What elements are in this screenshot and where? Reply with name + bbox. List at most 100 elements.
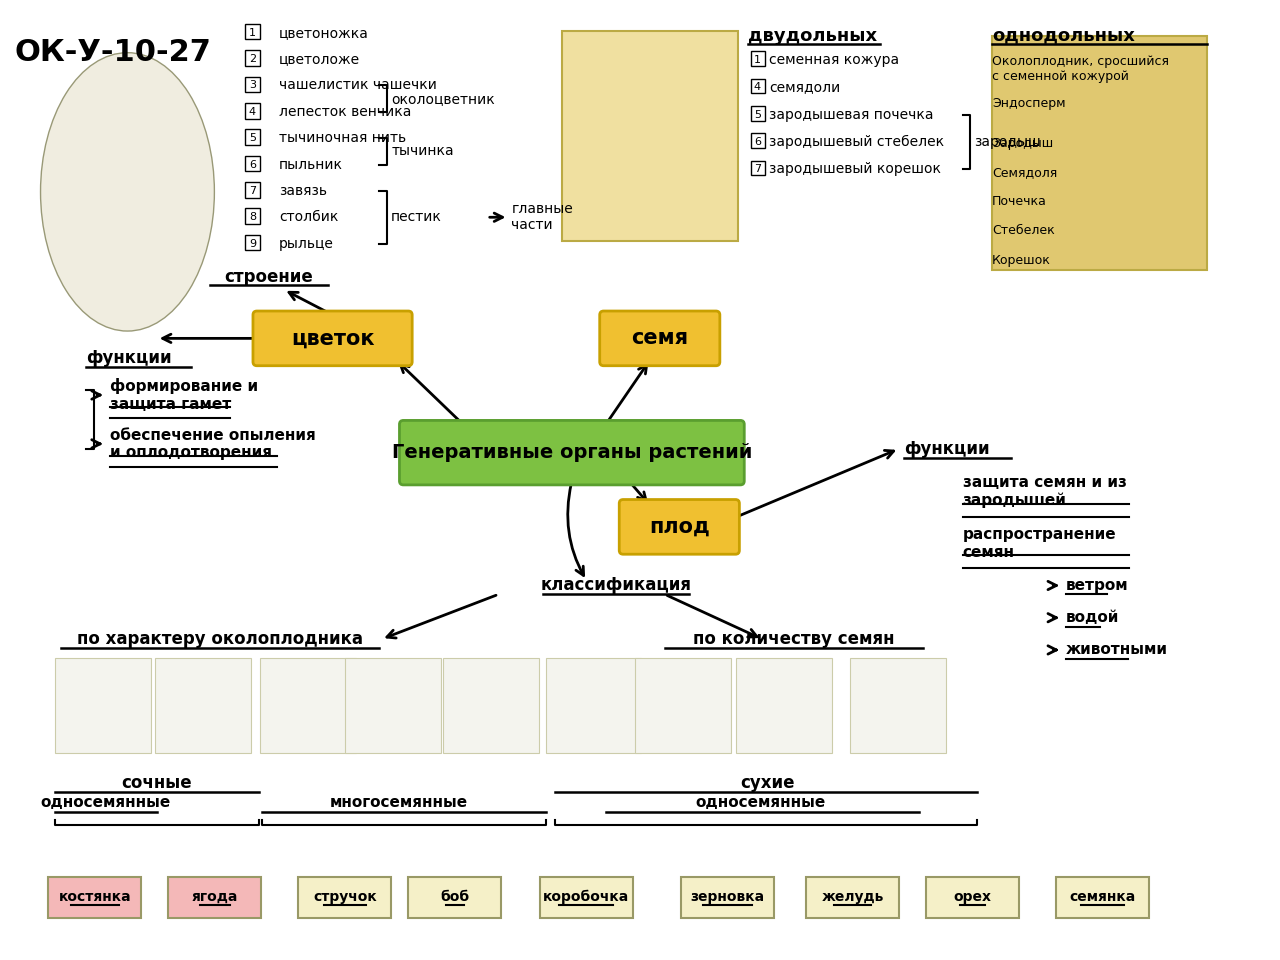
- Text: 9: 9: [248, 239, 256, 249]
- Text: 6: 6: [754, 137, 760, 147]
- FancyBboxPatch shape: [736, 658, 832, 754]
- Text: орех: орех: [954, 890, 992, 904]
- Text: 8: 8: [248, 212, 256, 223]
- Text: животными: животными: [1066, 642, 1169, 658]
- Text: Стебелек: Стебелек: [992, 225, 1055, 237]
- Text: 4: 4: [754, 83, 762, 92]
- Text: плод: плод: [649, 516, 709, 537]
- FancyBboxPatch shape: [750, 160, 765, 176]
- FancyBboxPatch shape: [298, 876, 392, 918]
- Text: 5: 5: [754, 109, 760, 120]
- FancyBboxPatch shape: [260, 658, 356, 754]
- FancyBboxPatch shape: [750, 133, 765, 148]
- FancyBboxPatch shape: [155, 658, 251, 754]
- Text: боб: боб: [440, 890, 470, 904]
- Text: 1: 1: [754, 55, 760, 65]
- FancyBboxPatch shape: [540, 876, 632, 918]
- Text: завязь: завязь: [279, 184, 326, 198]
- FancyBboxPatch shape: [244, 77, 260, 92]
- Text: ОК-У-10-27: ОК-У-10-27: [14, 37, 211, 66]
- Text: 7: 7: [248, 186, 256, 196]
- FancyBboxPatch shape: [244, 24, 260, 39]
- Text: цветоложе: цветоложе: [279, 52, 360, 66]
- FancyBboxPatch shape: [55, 658, 151, 754]
- FancyBboxPatch shape: [620, 499, 740, 554]
- FancyBboxPatch shape: [925, 876, 1019, 918]
- Text: двудольных: двудольных: [748, 27, 877, 44]
- FancyBboxPatch shape: [443, 658, 539, 754]
- Text: тычиночная нить: тычиночная нить: [279, 132, 406, 145]
- FancyBboxPatch shape: [346, 658, 442, 754]
- Text: 4: 4: [248, 107, 256, 117]
- Text: костянка: костянка: [59, 890, 131, 904]
- FancyBboxPatch shape: [244, 182, 260, 198]
- FancyBboxPatch shape: [635, 658, 731, 754]
- Text: обеспечение опыления
и оплодотворения: обеспечение опыления и оплодотворения: [110, 427, 316, 460]
- Text: с семенной кожурой: с семенной кожурой: [992, 70, 1129, 84]
- Text: зародышевый корешок: зародышевый корешок: [769, 162, 941, 177]
- Text: водой: водой: [1066, 611, 1120, 625]
- Text: функции: функции: [904, 440, 989, 458]
- FancyBboxPatch shape: [850, 658, 946, 754]
- FancyBboxPatch shape: [244, 130, 260, 145]
- Text: желудь: желудь: [822, 890, 883, 904]
- Text: семянка: семянка: [1069, 890, 1135, 904]
- FancyBboxPatch shape: [750, 79, 765, 93]
- FancyBboxPatch shape: [169, 876, 261, 918]
- Text: односемянные: односемянные: [695, 795, 826, 810]
- FancyBboxPatch shape: [681, 876, 774, 918]
- Text: распространение
семян: распространение семян: [963, 527, 1116, 560]
- Text: рыльце: рыльце: [279, 236, 334, 251]
- Text: 7: 7: [754, 164, 762, 175]
- Text: Почечка: Почечка: [992, 195, 1047, 208]
- Text: 5: 5: [250, 133, 256, 143]
- Text: классификация: классификация: [540, 577, 691, 594]
- FancyBboxPatch shape: [600, 311, 719, 366]
- Text: Корешок: Корешок: [992, 253, 1051, 267]
- Text: строение: строение: [225, 268, 314, 286]
- Text: многосемянные: многосемянные: [330, 795, 468, 810]
- FancyBboxPatch shape: [399, 420, 744, 485]
- Text: 3: 3: [250, 81, 256, 90]
- Text: столбик: столбик: [279, 210, 338, 225]
- Text: защита семян и из
зародышей: защита семян и из зародышей: [963, 475, 1126, 508]
- FancyBboxPatch shape: [253, 311, 412, 366]
- Text: сухие: сухие: [740, 774, 795, 792]
- Text: зародыш: зародыш: [974, 135, 1041, 149]
- Text: 6: 6: [250, 159, 256, 170]
- FancyBboxPatch shape: [992, 36, 1207, 270]
- Text: сочные: сочные: [122, 774, 192, 792]
- Text: формирование и
защита гамет: формирование и защита гамет: [110, 378, 259, 412]
- Text: односемянные: односемянные: [41, 795, 172, 810]
- Text: по количеству семян: по количеству семян: [692, 630, 895, 648]
- Text: функции: функции: [87, 348, 172, 367]
- FancyBboxPatch shape: [244, 235, 260, 251]
- Text: Генеративные органы растений: Генеративные органы растений: [392, 444, 753, 462]
- FancyBboxPatch shape: [562, 31, 737, 241]
- Text: зародышевый стебелек: зародышевый стебелек: [769, 135, 945, 149]
- FancyBboxPatch shape: [750, 106, 765, 121]
- Text: семенная кожура: семенная кожура: [769, 53, 900, 67]
- FancyBboxPatch shape: [244, 103, 260, 119]
- Text: пыльник: пыльник: [279, 157, 343, 172]
- Text: тычинка: тычинка: [392, 144, 454, 158]
- Text: Околоплодник, сросшийся: Околоплодник, сросшийся: [992, 56, 1169, 68]
- Text: семя: семя: [631, 328, 689, 348]
- FancyBboxPatch shape: [49, 876, 141, 918]
- Text: цветок: цветок: [291, 328, 374, 348]
- FancyBboxPatch shape: [750, 51, 765, 66]
- Text: коробочка: коробочка: [543, 890, 630, 904]
- Text: околоцветник: околоцветник: [392, 91, 495, 106]
- Text: пестик: пестик: [392, 210, 442, 225]
- Text: по характеру околоплодника: по характеру околоплодника: [77, 630, 364, 648]
- Text: цветоножка: цветоножка: [279, 26, 369, 39]
- FancyBboxPatch shape: [244, 156, 260, 171]
- Text: зерновка: зерновка: [690, 890, 764, 904]
- Text: ветром: ветром: [1066, 578, 1129, 593]
- FancyBboxPatch shape: [545, 658, 641, 754]
- Text: зародышевая почечка: зародышевая почечка: [769, 108, 933, 122]
- FancyBboxPatch shape: [806, 876, 899, 918]
- Text: семядоли: семядоли: [769, 81, 841, 94]
- Text: однодольных: однодольных: [992, 27, 1135, 44]
- Text: Зародыш: Зародыш: [992, 136, 1053, 150]
